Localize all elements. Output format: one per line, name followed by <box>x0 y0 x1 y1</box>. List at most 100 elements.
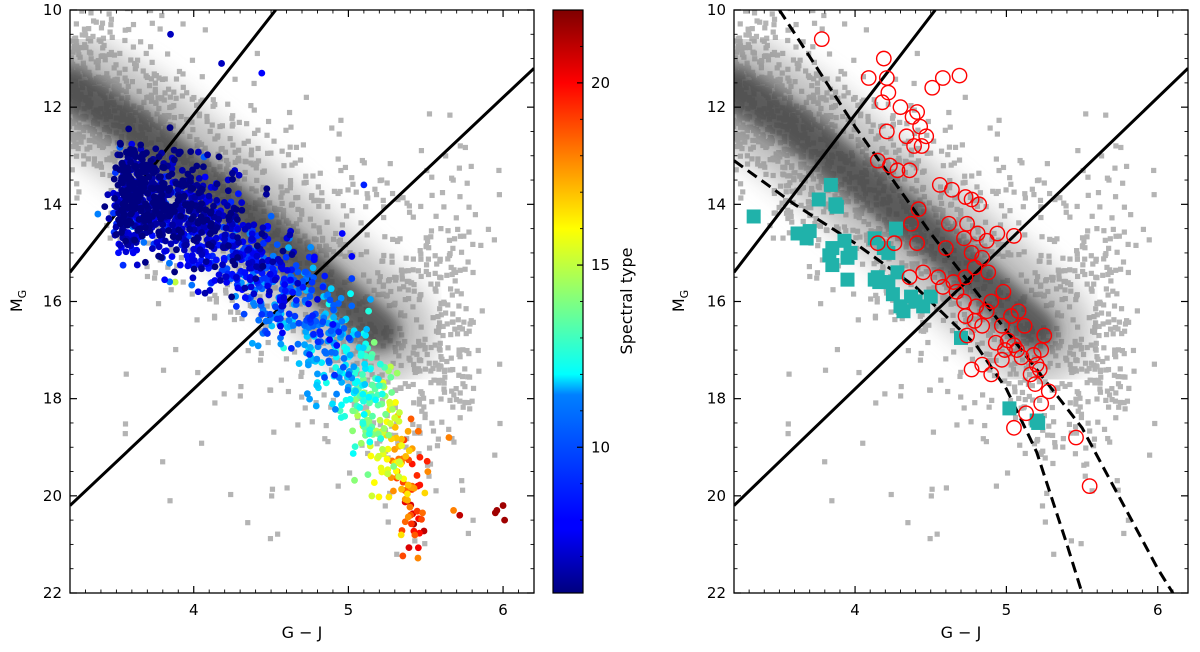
right-background-star <box>938 377 944 383</box>
left-background-star <box>370 420 377 426</box>
spectral-type-point <box>225 242 232 250</box>
left-background-star <box>440 332 446 339</box>
right-background-star <box>783 189 789 195</box>
spectral-type-point <box>359 371 366 378</box>
spectral-type-point <box>280 294 288 301</box>
spectral-type-point <box>150 193 158 201</box>
right-background-star <box>842 84 848 90</box>
spectral-type-point <box>413 472 421 479</box>
right-background-star <box>798 202 804 208</box>
spectral-type-point <box>162 237 169 245</box>
left-background-star <box>381 204 387 210</box>
left-background-star <box>387 490 393 496</box>
right-background-star <box>873 400 879 406</box>
left-background-star <box>411 400 417 406</box>
spectral-type-point <box>374 401 382 409</box>
left-background-star <box>445 256 451 262</box>
spectral-type-point <box>361 360 369 368</box>
left-background-star <box>363 405 369 411</box>
left-background-star <box>258 350 264 357</box>
left-background-star <box>399 272 405 278</box>
right-background-star <box>1094 312 1100 318</box>
spectral-type-point <box>145 173 153 181</box>
spectral-type-point <box>305 300 312 308</box>
spectral-type-point <box>200 163 207 171</box>
left-background-star <box>286 109 293 116</box>
left-background-star <box>372 186 378 192</box>
left-background-star <box>451 392 457 398</box>
spectral-type-point <box>115 216 122 224</box>
right-background-star <box>1079 244 1085 250</box>
left-background-star <box>90 18 97 24</box>
right-background-star <box>819 26 825 32</box>
spectral-type-point <box>186 225 194 233</box>
left-background-star <box>380 197 386 203</box>
left-background-star <box>173 346 179 353</box>
spectral-type-point <box>175 226 183 234</box>
spectral-type-point <box>185 207 193 215</box>
right-background-star <box>1094 300 1100 306</box>
spectral-type-point <box>395 473 403 481</box>
left-background-star <box>267 536 274 542</box>
right-background-star <box>1038 252 1044 259</box>
left-background-star <box>345 187 351 193</box>
right-background-star <box>1095 356 1101 362</box>
right-background-star <box>952 144 959 150</box>
spectral-type-point <box>287 344 295 352</box>
left-background-star <box>74 195 80 201</box>
spectral-type-point <box>367 354 375 362</box>
left-background-star <box>452 326 458 332</box>
left-background-star <box>432 286 438 292</box>
left-background-star <box>405 268 411 274</box>
left-background-star <box>415 268 421 274</box>
left-background-star <box>385 519 391 525</box>
right-background-star <box>1104 264 1110 270</box>
left-background-star <box>419 408 425 414</box>
spectral-type-point <box>128 150 135 158</box>
left-background-star <box>460 404 466 410</box>
spectral-type-point <box>382 410 390 418</box>
left-background-star <box>382 503 388 509</box>
left-background-star <box>325 204 331 210</box>
spectral-type-point <box>266 270 274 278</box>
right-background-star <box>1088 342 1094 348</box>
right-background-star <box>983 439 989 445</box>
spectral-type-point <box>281 287 289 295</box>
right-background-star <box>1072 451 1079 457</box>
left-background-star <box>441 386 447 392</box>
right-background-star <box>1022 450 1028 457</box>
left-background-star <box>213 299 219 305</box>
right-background-star <box>1115 347 1122 353</box>
left-background-star <box>122 431 128 437</box>
left-background-star <box>147 10 154 14</box>
spectral-type-point <box>338 317 346 325</box>
colorbar-tick-label: 15 <box>591 256 610 274</box>
spectral-type-point <box>205 192 213 200</box>
left-background-star <box>456 372 462 378</box>
left-background-star <box>447 286 454 292</box>
left-background-star <box>439 419 445 425</box>
right-background-star <box>892 316 898 323</box>
left-background-star <box>64 75 69 80</box>
left-x-tick-label: 4 <box>189 601 199 619</box>
spectral-type-point <box>294 340 302 348</box>
left-background-star <box>423 244 429 250</box>
right-background-star <box>1082 271 1088 278</box>
left-background-star <box>392 404 398 411</box>
right-background-star <box>1093 320 1099 326</box>
left-background-star <box>353 189 359 195</box>
left-background-star <box>451 439 457 445</box>
left-background-star <box>363 204 369 210</box>
left-background-star <box>443 310 449 316</box>
right-background-star <box>873 292 879 298</box>
spectral-type-point <box>350 363 358 371</box>
spectral-type-point <box>152 145 160 153</box>
left-background-star <box>418 273 424 280</box>
spectral-type-point <box>133 246 141 254</box>
right-background-star <box>800 39 806 45</box>
spectral-type-point <box>306 344 314 351</box>
spectral-type-point <box>259 224 267 232</box>
right-background-star <box>744 161 751 167</box>
spectral-type-point <box>144 211 152 219</box>
left-background-star <box>440 323 446 330</box>
